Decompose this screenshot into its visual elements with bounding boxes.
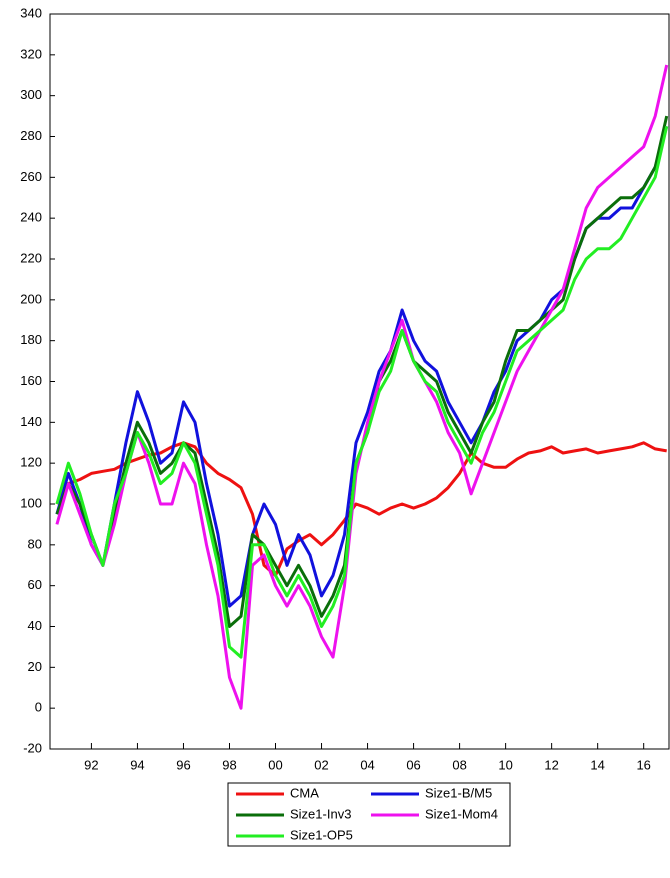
y-tick-label: 220 (20, 250, 42, 265)
x-tick-label: 04 (360, 757, 374, 772)
y-tick-label: 120 (20, 455, 42, 470)
plot-frame (49, 13, 670, 750)
legend-label: Size1-OP5 (290, 827, 353, 842)
series-line (55, 64, 669, 710)
y-tick-label: 200 (20, 291, 42, 306)
x-tick-label: 92 (84, 757, 98, 772)
legend-label: Size1-Inv3 (290, 806, 351, 821)
series-line (55, 115, 669, 628)
x-tick-label: 06 (406, 757, 420, 772)
y-tick-label: 20 (28, 659, 42, 674)
series-line (55, 125, 669, 659)
x-tick-label: 02 (314, 757, 328, 772)
y-tick-label: 180 (20, 332, 42, 347)
y-tick-label: 320 (20, 46, 42, 61)
x-tick-label: 10 (498, 757, 512, 772)
y-tick-label: -20 (23, 740, 42, 755)
y-tick-label: 240 (20, 210, 42, 225)
x-tick-label: 12 (544, 757, 558, 772)
y-tick-label: 60 (28, 577, 42, 592)
x-tick-label: 16 (636, 757, 650, 772)
y-tick-label: 40 (28, 618, 42, 633)
y-tick-label: 100 (20, 495, 42, 510)
legend-label: CMA (290, 785, 319, 800)
legend-label: Size1-B/M5 (425, 785, 492, 800)
y-tick-label: 160 (20, 373, 42, 388)
y-tick-label: 140 (20, 414, 42, 429)
x-tick-label: 94 (130, 757, 144, 772)
y-tick-label: 80 (28, 536, 42, 551)
y-tick-label: 260 (20, 169, 42, 184)
x-tick-label: 98 (222, 757, 236, 772)
x-tick-label: 96 (176, 757, 190, 772)
y-tick-label: 280 (20, 128, 42, 143)
x-tick-label: 14 (590, 757, 604, 772)
x-tick-label: 08 (452, 757, 466, 772)
x-tick-label: 00 (268, 757, 282, 772)
series-line (55, 125, 669, 608)
y-tick-label: 0 (35, 700, 42, 715)
y-tick-label: 300 (20, 87, 42, 102)
y-tick-label: 340 (20, 5, 42, 20)
legend-label: Size1-Mom4 (425, 806, 498, 821)
